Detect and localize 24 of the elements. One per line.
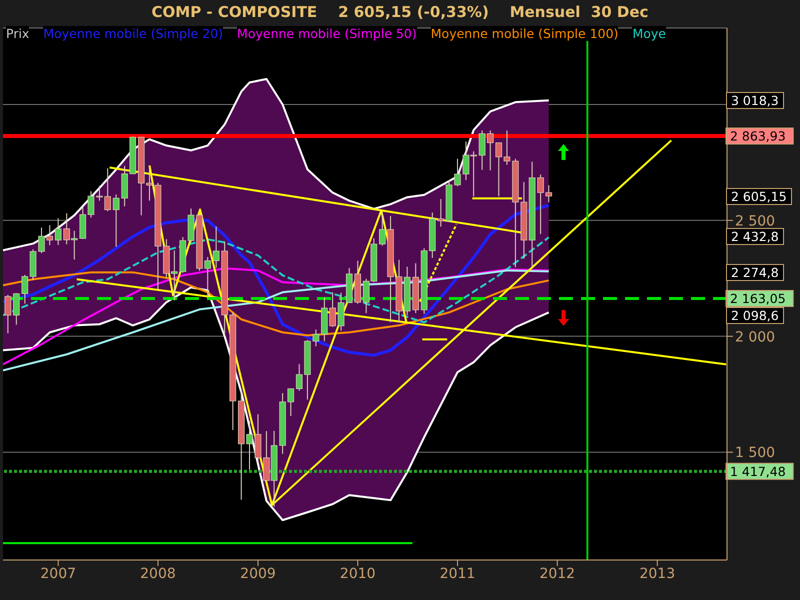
y-tick-label: 2 000 bbox=[735, 329, 776, 346]
text: Moye bbox=[632, 26, 666, 41]
ref-line-label: 1 417,48 bbox=[730, 464, 786, 479]
ref-line-label: 2 863,93 bbox=[730, 128, 786, 144]
x-tick-label: 2013 bbox=[639, 566, 676, 582]
text: 2 098,6 bbox=[726, 307, 784, 324]
text: Moyenne mobile (Simple 20) bbox=[43, 26, 224, 41]
y-tick-label: 2 500 bbox=[735, 213, 776, 230]
chart-title: COMP - COMPOSITE 2 605,15 (-0,33%) Mensuel 30 Dec bbox=[150, 2, 650, 23]
text: 2 605,15 bbox=[726, 188, 792, 205]
x-tick-label: 2011 bbox=[440, 566, 476, 582]
text: 2 432,8 bbox=[726, 228, 784, 245]
x-tick-label: 2008 bbox=[140, 566, 176, 582]
x-tick-label: 2007 bbox=[40, 566, 76, 582]
ref-line-label: 2 163,05 bbox=[730, 291, 786, 306]
text: Moyenne mobile (Simple 100) bbox=[430, 26, 618, 41]
x-tick-label: 2012 bbox=[539, 566, 576, 582]
text: Prix bbox=[6, 26, 30, 41]
text: 3 018,3 bbox=[726, 92, 784, 109]
text: 2 274,8 bbox=[726, 264, 784, 281]
text: Moyenne mobile (Simple 50) bbox=[237, 26, 417, 41]
x-tick-label: 2009 bbox=[240, 566, 276, 582]
y-tick-label: 1 500 bbox=[735, 445, 776, 462]
x-tick-label: 2010 bbox=[340, 566, 376, 582]
